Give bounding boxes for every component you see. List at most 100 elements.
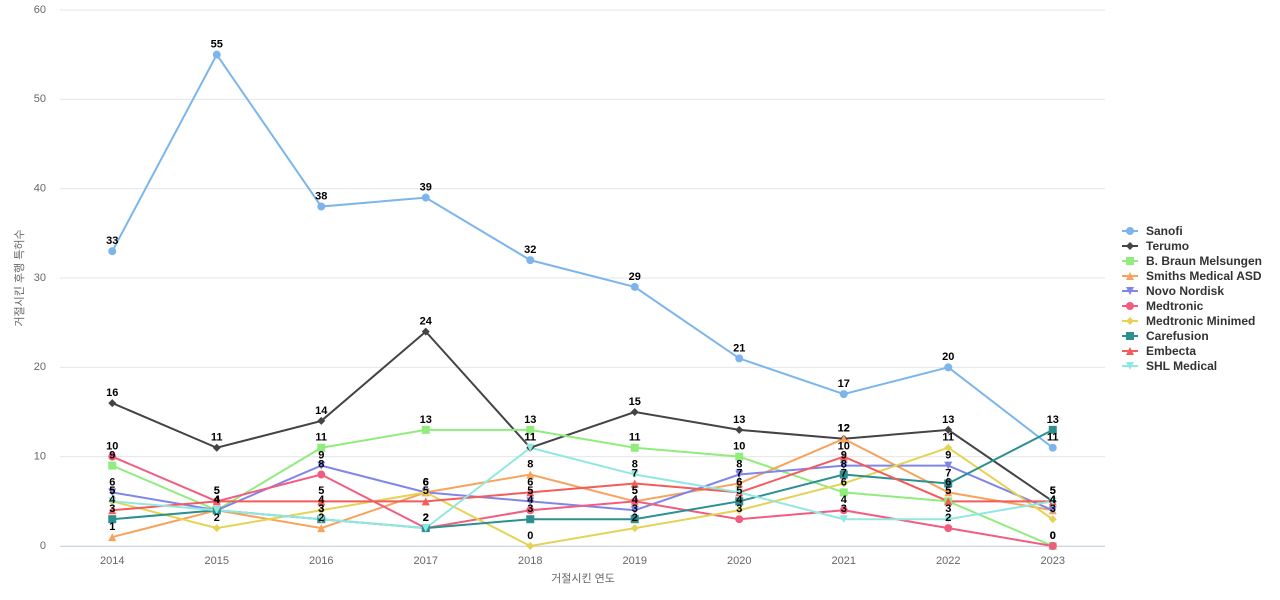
point [630, 515, 639, 524]
legend-label: Medtronic [1146, 299, 1204, 313]
point [317, 416, 326, 425]
x-tick-label: 2017 [414, 555, 438, 567]
value-label: 5 [632, 485, 638, 497]
point [108, 497, 117, 506]
point [317, 202, 326, 211]
point [317, 470, 326, 479]
value-label: 5 [527, 485, 533, 497]
point [212, 524, 221, 533]
point [526, 443, 535, 452]
point [317, 443, 326, 452]
value-label: 5 [736, 485, 742, 497]
legend-label: Sanofi [1146, 224, 1183, 238]
point [1048, 497, 1057, 506]
value-label: 2 [632, 512, 638, 524]
y-tick-label: 20 [34, 361, 46, 373]
value-label: 4 [214, 494, 221, 506]
value-label: 8 [318, 458, 324, 470]
value-label: 14 [315, 405, 328, 417]
point [630, 479, 639, 488]
point [526, 425, 535, 434]
point [317, 506, 326, 515]
point [944, 497, 953, 506]
value-label: 2 [423, 512, 429, 524]
value-label: 6 [841, 476, 847, 488]
value-label: 17 [838, 378, 850, 390]
y-axis-title: 거절시킨 후행 특허수 [13, 229, 26, 326]
legend-marker [1126, 317, 1134, 325]
x-tick-label: 2015 [205, 555, 229, 567]
x-tick-label: 2014 [100, 555, 124, 567]
point [839, 488, 848, 497]
value-label: 2 [945, 512, 951, 524]
x-tick-label: 2022 [936, 555, 960, 567]
y-tick-label: 40 [34, 183, 46, 195]
value-label: 6 [736, 476, 742, 488]
point [735, 506, 744, 515]
value-label: 24 [420, 316, 433, 328]
value-label: 1 [109, 521, 115, 533]
value-label: 5 [214, 485, 220, 497]
point [735, 470, 744, 479]
point [735, 452, 744, 461]
point [526, 470, 535, 479]
point [839, 461, 848, 470]
legend-label: B. Braun Melsungen [1146, 254, 1262, 268]
value-label: 15 [629, 396, 641, 408]
value-label: 0 [527, 530, 533, 542]
value-label: 7 [945, 467, 951, 479]
series-line [111, 428, 1054, 547]
value-label: 6 [527, 476, 533, 488]
point [108, 399, 117, 408]
point [630, 282, 639, 291]
point [839, 506, 848, 515]
point [317, 524, 326, 533]
value-label: 9 [841, 450, 847, 462]
x-axis-title: 거절시킨 연도 [551, 572, 615, 585]
value-label: 29 [629, 271, 641, 283]
value-label: 10 [838, 441, 850, 453]
points [108, 50, 1057, 550]
x-tick-label: 2016 [309, 555, 333, 567]
point [421, 327, 430, 336]
point [421, 193, 430, 202]
value-label: 4 [214, 494, 221, 506]
point [839, 452, 848, 461]
value-label: 6 [423, 476, 429, 488]
legend-marker [1126, 272, 1134, 280]
value-label: 6 [736, 476, 742, 488]
point [630, 506, 639, 515]
x-tick-label: 2020 [727, 555, 751, 567]
value-label: 5 [109, 485, 115, 497]
point [317, 515, 326, 524]
value-label: 4 [527, 494, 534, 506]
point [108, 488, 117, 497]
value-label: 12 [838, 423, 850, 435]
point [630, 443, 639, 452]
series-line [111, 52, 1054, 449]
value-label: 6 [945, 476, 951, 488]
point [944, 515, 953, 524]
value-label: 5 [109, 485, 115, 497]
value-label: 5 [945, 485, 951, 497]
point [1048, 506, 1057, 515]
value-label: 11 [942, 432, 954, 444]
value-label: 39 [420, 182, 432, 194]
value-label: 13 [942, 414, 954, 426]
point [212, 443, 221, 452]
point [735, 479, 744, 488]
value-label: 13 [420, 414, 432, 426]
value-label: 10 [106, 441, 118, 453]
value-label: 3 [318, 503, 324, 515]
value-label: 9 [109, 450, 115, 462]
point [526, 542, 535, 550]
value-label: 6 [423, 476, 429, 488]
value-label: 4 [214, 494, 221, 506]
point [839, 470, 848, 479]
point [212, 497, 221, 506]
y-tick-label: 10 [34, 451, 46, 463]
value-label: 21 [733, 342, 745, 354]
legend-label: Embecta [1146, 344, 1196, 358]
value-label: 6 [109, 476, 115, 488]
value-label: 9 [945, 450, 951, 462]
